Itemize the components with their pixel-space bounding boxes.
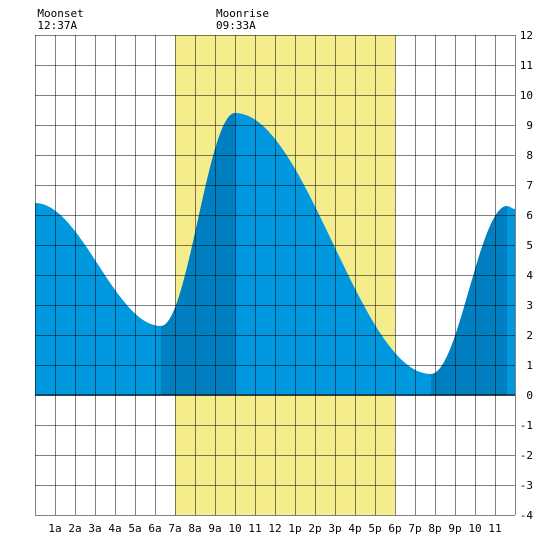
x-tick-label: 11 <box>488 522 501 535</box>
x-tick-label: 6p <box>388 522 401 535</box>
x-tick-label: 7a <box>168 522 181 535</box>
tide-dark-band-1 <box>161 113 235 395</box>
x-tick-label: 4p <box>348 522 361 535</box>
y-tick-label: -4 <box>520 509 534 522</box>
x-axis-labels: 1a 2a 3a 4a 5a 6a 7a 8a 9a 10 11 12 1p 2p 3p 4p 5p 6p 7p 8p… <box>48 522 501 535</box>
y-tick-label: 5 <box>526 239 533 252</box>
x-tick-label: 3a <box>88 522 101 535</box>
x-tick-label: 10 <box>228 522 241 535</box>
y-tick-label: 4 <box>526 269 533 282</box>
x-tick-label: 9p <box>448 522 461 535</box>
x-tick-label: 2a <box>68 522 81 535</box>
y-tick-label: 12 <box>520 29 533 42</box>
tide-area <box>35 113 515 395</box>
y-tick-label: 3 <box>526 299 533 312</box>
y-tick-label: 10 <box>520 89 533 102</box>
grid <box>35 35 516 516</box>
y-tick-label: 8 <box>526 149 533 162</box>
tide-area-fill <box>35 113 515 395</box>
y-tick-label: -3 <box>520 479 533 492</box>
x-tick-label: 5p <box>368 522 381 535</box>
y-tick-label: -2 <box>520 449 533 462</box>
moon-events: Moonset 12:37A Moonrise 09:33A <box>37 7 269 32</box>
x-tick-label: 7p <box>408 522 421 535</box>
y-tick-label: 0 <box>526 389 533 402</box>
x-tick-label: 8p <box>428 522 441 535</box>
y-tick-label: -1 <box>520 419 533 432</box>
x-tick-label: 4a <box>108 522 121 535</box>
y-tick-label: 1 <box>526 359 533 372</box>
y-tick-label: 7 <box>526 179 533 192</box>
y-tick-label: 11 <box>520 59 533 72</box>
moonrise-time: 09:33A <box>216 19 256 32</box>
y-tick-label: 9 <box>526 119 533 132</box>
x-tick-label: 2p <box>308 522 321 535</box>
x-tick-label: 11 <box>248 522 261 535</box>
x-tick-label: 3p <box>328 522 341 535</box>
x-tick-label: 5a <box>128 522 141 535</box>
x-tick-label: 6a <box>148 522 161 535</box>
x-tick-label: 8a <box>188 522 201 535</box>
moonrise-name: Moonrise <box>216 7 269 20</box>
x-tick-label: 12 <box>268 522 281 535</box>
tide-dark-band-2 <box>431 206 507 395</box>
y-tick-label: 2 <box>526 329 533 342</box>
x-tick-label: 1a <box>48 522 61 535</box>
moonset-name: Moonset <box>37 7 83 20</box>
x-tick-label: 10 <box>468 522 481 535</box>
y-tick-label: 6 <box>526 209 533 222</box>
moonset-time: 12:37A <box>37 19 77 32</box>
x-tick-label: 9a <box>208 522 221 535</box>
x-tick-label: 1p <box>288 522 301 535</box>
